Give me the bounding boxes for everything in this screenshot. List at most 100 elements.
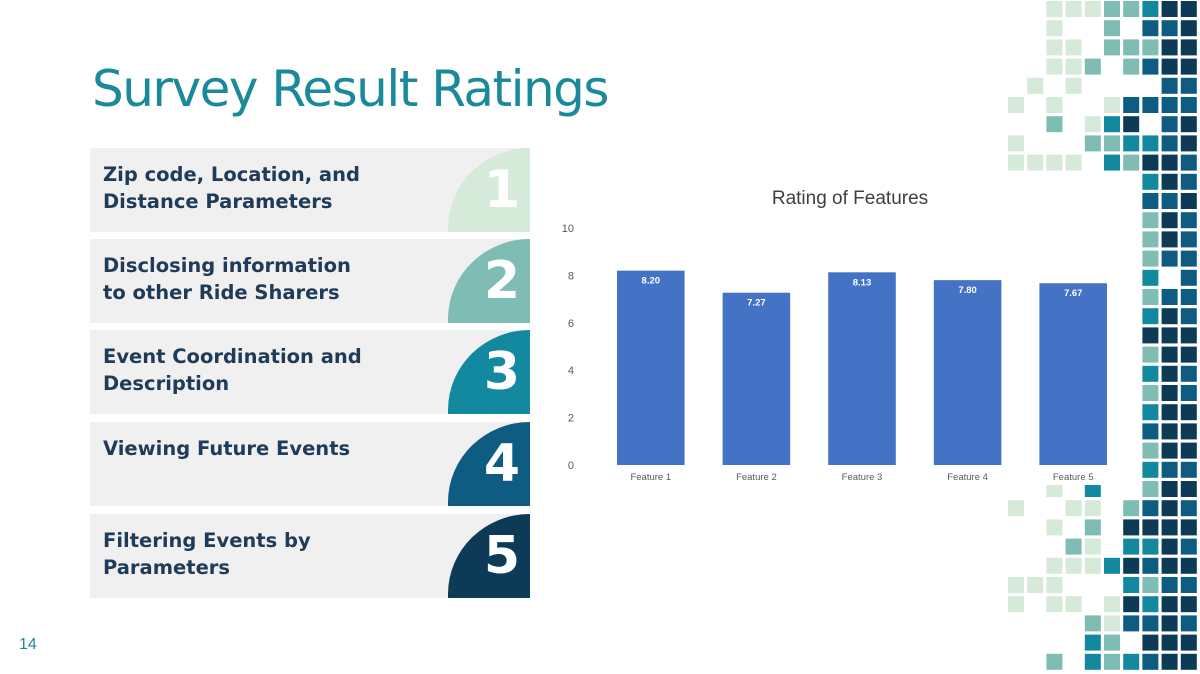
- feature-number-tab: 1: [448, 148, 530, 232]
- mosaic-tile: [1142, 615, 1159, 632]
- mosaic-tile: [1084, 58, 1101, 75]
- mosaic-tile: [1161, 634, 1178, 651]
- mosaic-tile: [1084, 135, 1101, 152]
- mosaic-tile: [1180, 442, 1197, 459]
- bar-value-label: 7.67: [1064, 288, 1083, 299]
- mosaic-tile: [1142, 461, 1159, 478]
- mosaic-tile: [1142, 653, 1159, 670]
- mosaic-tile: [1104, 1, 1120, 17]
- mosaic-tile: [1123, 500, 1140, 517]
- mosaic-tile: [1046, 97, 1063, 113]
- mosaic-tile: [1161, 346, 1178, 363]
- bar: [828, 272, 896, 465]
- feature-label-line: to other Ride Sharers: [103, 281, 340, 304]
- mosaic-tile: [1161, 116, 1178, 133]
- mosaic-tile: [1123, 519, 1140, 536]
- mosaic-tile: [1008, 500, 1024, 517]
- mosaic-tile: [1046, 116, 1063, 133]
- mosaic-tile: [1046, 653, 1063, 670]
- mosaic-tile: [1180, 500, 1197, 517]
- feature-label-line: Disclosing information: [103, 254, 351, 277]
- y-tick-label: 2: [568, 413, 574, 425]
- mosaic-tile: [1142, 308, 1159, 325]
- mosaic-tile: [1180, 250, 1197, 267]
- mosaic-tile: [1161, 308, 1178, 325]
- mosaic-tile: [1142, 212, 1159, 229]
- x-tick-label: Feature 2: [736, 472, 777, 483]
- mosaic-tile: [1142, 442, 1159, 459]
- mosaic-tile: [1161, 596, 1178, 613]
- mosaic-tile: [1104, 634, 1120, 651]
- mosaic-tile: [1180, 154, 1197, 171]
- mosaic-tile: [1008, 154, 1024, 171]
- mosaic-tile: [1180, 385, 1197, 401]
- mosaic-tile: [1161, 500, 1178, 517]
- mosaic-tile: [1065, 58, 1082, 75]
- mosaic-tile: [1104, 154, 1120, 171]
- mosaic-tile: [1180, 135, 1197, 152]
- y-tick-label: 4: [568, 365, 574, 377]
- mosaic-tile: [1065, 154, 1082, 171]
- mosaic-tile: [1142, 173, 1159, 190]
- feature-label-line: Description: [103, 372, 230, 395]
- mosaic-tile: [1180, 1, 1197, 17]
- mosaic-tile: [1180, 557, 1197, 574]
- feature-label-line: Viewing Future Events: [103, 437, 351, 460]
- mosaic-tile: [1142, 481, 1159, 497]
- mosaic-tile: [1084, 481, 1101, 497]
- feature-number: 4: [483, 434, 520, 494]
- mosaic-tile: [1104, 20, 1120, 37]
- mosaic-tile: [1142, 634, 1159, 651]
- mosaic-tile: [1161, 20, 1178, 37]
- y-tick-label: 8: [568, 270, 574, 282]
- mosaic-tile: [1065, 500, 1082, 517]
- mosaic-tile: [1142, 385, 1159, 401]
- mosaic-tile: [1046, 577, 1063, 593]
- mosaic-tile: [1084, 615, 1101, 632]
- mosaic-tile: [1008, 596, 1024, 613]
- mosaic-tile: [1161, 538, 1178, 555]
- mosaic-tile: [1123, 557, 1140, 574]
- mosaic-tile: [1123, 577, 1140, 593]
- mosaic-tile: [1161, 135, 1178, 152]
- mosaic-tile: [1180, 308, 1197, 325]
- mosaic-tile: [1142, 327, 1159, 344]
- mosaic-tile: [1008, 135, 1024, 152]
- feature-item-3: Event Coordination and Description 3: [90, 330, 530, 414]
- mosaic-tile: [1008, 577, 1024, 593]
- mosaic-tile: [1142, 365, 1159, 382]
- mosaic-tile: [1123, 154, 1140, 171]
- mosaic-tile: [1142, 500, 1159, 517]
- mosaic-tile: [1084, 538, 1101, 555]
- mosaic-tile: [1123, 116, 1140, 133]
- page-title: Survey Result Ratings: [92, 60, 609, 118]
- mosaic-tile: [1046, 519, 1063, 536]
- mosaic-tile: [1180, 577, 1197, 593]
- bar: [1039, 283, 1107, 465]
- feature-number: 3: [483, 342, 520, 402]
- mosaic-tile: [1180, 212, 1197, 229]
- mosaic-tile: [1065, 39, 1082, 56]
- mosaic-tile: [1161, 173, 1178, 190]
- mosaic-tile: [1161, 1, 1178, 17]
- mosaic-tile: [1104, 557, 1120, 574]
- mosaic-tile: [1142, 404, 1159, 421]
- feature-label-line: Distance Parameters: [103, 190, 333, 213]
- mosaic-tile: [1065, 1, 1082, 17]
- mosaic-tile: [1161, 442, 1178, 459]
- chart-title: Rating of Features: [771, 188, 929, 209]
- feature-number-tab: 5: [448, 514, 530, 598]
- mosaic-tile: [1142, 577, 1159, 593]
- page-number: 14: [19, 636, 37, 653]
- mosaic-tile: [1180, 365, 1197, 382]
- mosaic-tile: [1104, 135, 1120, 152]
- mosaic-tile: [1161, 653, 1178, 670]
- mosaic-tile: [1046, 39, 1063, 56]
- mosaic-tile: [1104, 39, 1120, 56]
- mosaic-tile: [1104, 653, 1120, 670]
- feature-label: Disclosing information to other Ride Sha…: [103, 252, 433, 306]
- mosaic-tile: [1161, 327, 1178, 344]
- x-tick-label: Feature 4: [947, 472, 988, 483]
- bar-value-label: 7.80: [958, 285, 977, 296]
- mosaic-tile: [1065, 596, 1082, 613]
